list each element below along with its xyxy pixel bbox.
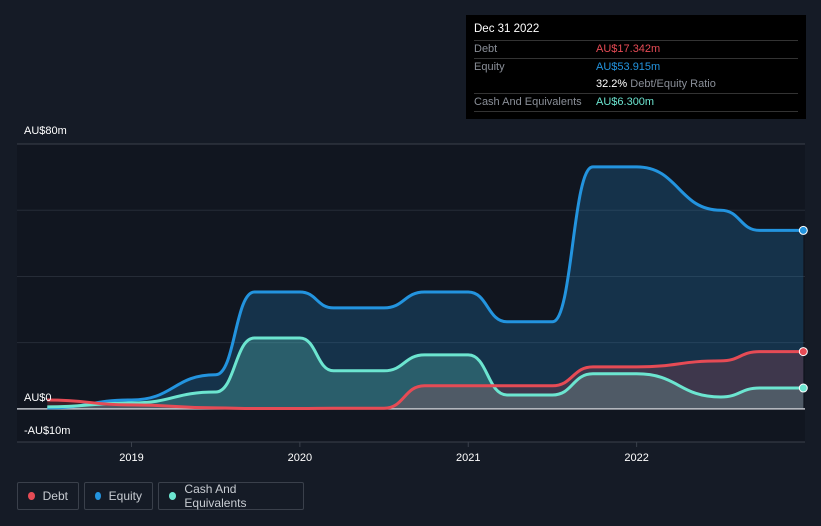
y-tick-label-bottom: -AU$10m bbox=[24, 425, 71, 437]
legend-cash-label: Cash And Equivalents bbox=[184, 482, 247, 510]
tooltip-ratio-label: Debt/Equity Ratio bbox=[630, 78, 716, 90]
debt-end-point bbox=[798, 347, 808, 357]
x-tick-label: 2021 bbox=[456, 452, 480, 464]
y-tick-label-top: AU$80m bbox=[24, 125, 67, 137]
legend-equity-label: Equity bbox=[108, 489, 142, 503]
tooltip-debt-label: Debt bbox=[474, 43, 498, 55]
tooltip-debt-value: AU$17.342m bbox=[596, 43, 661, 55]
tooltip-equity-label: Equity bbox=[474, 61, 505, 73]
debt-area bbox=[47, 351, 804, 409]
x-tick-label: 2022 bbox=[624, 452, 648, 464]
equity-line bbox=[47, 165, 804, 410]
tooltip-cash-value: AU$6.300m bbox=[596, 96, 655, 108]
legend-debt-label: Debt bbox=[42, 489, 68, 503]
tooltip-cash-label: Cash And Equivalents bbox=[474, 96, 582, 108]
cash-and-equivalents-end-point bbox=[798, 383, 808, 393]
debt-dot-icon bbox=[28, 492, 35, 500]
equity-dot-icon bbox=[95, 492, 101, 500]
plot-area bbox=[17, 144, 805, 442]
tooltip-ratio-value: 32.2% bbox=[596, 78, 628, 90]
legend-equity[interactable]: Equity bbox=[84, 482, 153, 510]
cash-dot-icon bbox=[169, 492, 177, 500]
equity-end-point bbox=[798, 225, 808, 235]
tooltip-date: Dec 31 2022 bbox=[474, 23, 798, 41]
x-tick-label: 2019 bbox=[119, 452, 143, 464]
cash-and-equivalents-line bbox=[47, 336, 804, 409]
cash-and-equivalents-area bbox=[47, 338, 804, 409]
equity-area bbox=[47, 166, 804, 409]
tooltip: Dec 31 2022 Debt AU$17.342m Equity AU$53.9… bbox=[466, 15, 806, 119]
tooltip-equity-value: AU$53.915m bbox=[596, 61, 661, 73]
x-tick-label: 2020 bbox=[288, 452, 312, 464]
legend-cash[interactable]: Cash And Equivalents bbox=[158, 482, 304, 510]
legend-debt[interactable]: Debt bbox=[17, 482, 79, 510]
y-tick-label-zero: AU$0 bbox=[24, 392, 52, 404]
debt-line bbox=[47, 350, 804, 411]
